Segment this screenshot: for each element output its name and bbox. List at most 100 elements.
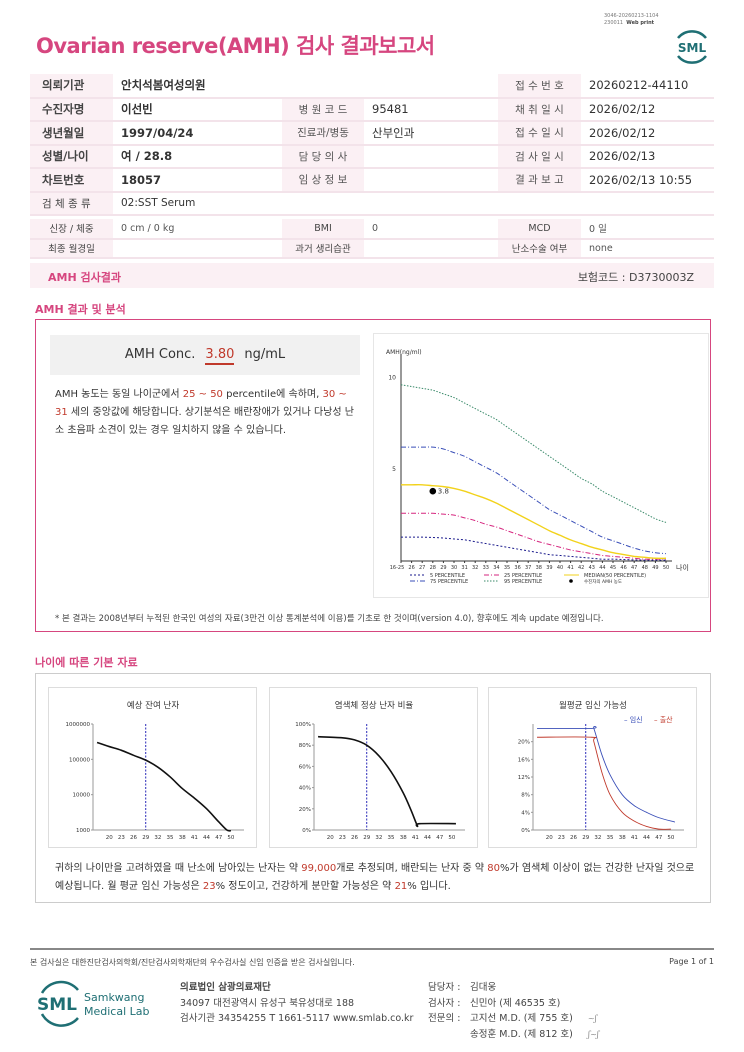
conc-value: 3.80 bbox=[205, 347, 235, 365]
amh-concentration: AMH Conc. 3.80 ng/mL bbox=[50, 335, 360, 375]
value-department: 산부인과 bbox=[364, 121, 498, 146]
x-tick-label: 32 bbox=[375, 835, 382, 841]
series-line bbox=[537, 726, 676, 823]
label-clinical-info: 임 상 정 보 bbox=[282, 168, 364, 193]
series-line-median-50-percentile- bbox=[401, 484, 667, 560]
y-tick-label: 10000 bbox=[73, 793, 91, 799]
staff-info: 담당자 : 김대웅 검사자 : 신민아 (제 46535 호) 전문의 : 고지선 M… bbox=[428, 980, 599, 1042]
series-line bbox=[537, 736, 671, 830]
y-tick-label: 60% bbox=[299, 764, 311, 770]
mini-chart-svg: 염색체 정상 난자 비율 0% 20% 40% 60% 80% 100% 20 23 26 29 32… bbox=[295, 700, 465, 841]
mini-chart-title: 예상 잔여 난자 bbox=[127, 700, 180, 711]
analysis-description: AMH 농도는 동일 나이군에서 25 ~ 50 percentile에 속하며… bbox=[55, 386, 355, 440]
x-tick-label: 26 bbox=[351, 835, 358, 841]
label-patient-name: 수진자명 bbox=[30, 97, 113, 122]
x-tick-label: 47 bbox=[436, 835, 443, 841]
x-tick-label: 38 bbox=[536, 565, 542, 571]
x-tick-label: 35 bbox=[167, 835, 174, 841]
x-tick-label: 26 bbox=[130, 835, 137, 841]
staff-name: 고지선 M.D. (제 755 호) bbox=[470, 1013, 573, 1024]
x-tick-label: 20 bbox=[546, 835, 553, 841]
analysis-footnote: * 본 결과는 2008년부터 누적된 한국인 여성의 자료(3만건 이상 통계… bbox=[55, 614, 604, 624]
staff-row: 검사자 : 신민아 (제 46535 호) bbox=[428, 996, 599, 1012]
x-tick-label: 26 bbox=[570, 835, 577, 841]
x-tick-label: 44 bbox=[643, 835, 650, 841]
legend-label: MEDIAN(50 PERCENTILE) bbox=[584, 573, 646, 579]
egg-count: 99,000 bbox=[301, 863, 337, 874]
x-tick-label: 29 bbox=[440, 565, 446, 571]
y-axis-label: AMH(ng/ml) bbox=[386, 349, 422, 356]
label-hospital-code: 병 원 코 드 bbox=[282, 97, 364, 122]
staff-row: 송정훈 M.D. (제 812 호) ʃ~ʃ bbox=[428, 1027, 599, 1043]
conc-unit: ng/mL bbox=[244, 347, 286, 362]
y-tick-label: 4% bbox=[521, 810, 530, 816]
mini-chart-svg: 월평균 임신 가능성 0% 4% 8% 12% 16% 20% 20 23 26 29 32 35 38 4… bbox=[518, 700, 684, 841]
mini-chart-title: 월평균 임신 가능성 bbox=[559, 700, 627, 711]
y-tick-label: 20% bbox=[518, 740, 530, 746]
table-row: 신장 / 체중 0 cm / 0 kg BMI 0 MCD 0 일 bbox=[30, 219, 714, 240]
value-specimen: 02:SST Serum bbox=[113, 191, 714, 216]
summary-text: % 정도이고, 건강하게 분만할 가능성은 약 bbox=[215, 881, 395, 892]
patient-label: 3.8 bbox=[438, 488, 449, 496]
value-collection-date: 2026/02/12 bbox=[581, 97, 714, 122]
amh-chart-svg: AMH(ng/ml) 5 10 16-25 26 27 28 29 30 31 32 33 34 35 36… bbox=[386, 349, 689, 585]
patient-point bbox=[429, 487, 437, 495]
x-tick-label: 49 bbox=[652, 565, 658, 571]
y-tick-label: 20% bbox=[299, 807, 311, 813]
certification-text: 본 검사실은 대한진단검사의학회/진단검사의학재단의 우수검사실 신임 인증을 … bbox=[30, 958, 355, 967]
value-doctor bbox=[364, 144, 498, 169]
value-test-date: 2026/02/13 bbox=[581, 144, 714, 169]
label-birth-date: 생년월일 bbox=[30, 121, 113, 146]
y-tick-label: 16% bbox=[518, 757, 530, 763]
y-tick-label: 10 bbox=[388, 374, 396, 381]
value-receipt-date: 2026/02/12 bbox=[581, 121, 714, 146]
series-line-75-percentile bbox=[401, 446, 667, 555]
value-bmi: 0 bbox=[364, 219, 498, 240]
label-specimen: 검 체 종 류 bbox=[30, 191, 113, 216]
y-tick-label: 80% bbox=[299, 743, 311, 749]
staff-row: 담당자 : 김대웅 bbox=[428, 980, 599, 996]
y-tick-label: 0% bbox=[302, 828, 311, 834]
x-tick-label: 47 bbox=[631, 565, 637, 571]
label-mcd: MCD bbox=[498, 219, 581, 240]
desc-text: 세의 중앙값에 해당합니다. 상기분석은 배란장애가 있거나 다낭성 난소 초음… bbox=[55, 407, 354, 436]
x-tick-label: 44 bbox=[203, 835, 210, 841]
table-row: 수진자명 이선빈 병 원 코 드 95481 채 취 일 시 2026/02/1… bbox=[30, 97, 714, 122]
mini-chart-title: 염색체 정상 난자 비율 bbox=[335, 700, 414, 711]
org-name: 의료법인 삼광의료재단 bbox=[180, 982, 271, 993]
x-tick-label: 40 bbox=[557, 565, 563, 571]
x-tick-label: 41 bbox=[567, 565, 573, 571]
table-row: 성별/나이 여 / 28.8 담 당 의 사 검 사 일 시 2026/02/1… bbox=[30, 144, 714, 169]
x-tick-label: 29 bbox=[363, 835, 370, 841]
x-tick-label: 26 bbox=[408, 565, 414, 571]
mini-chart-svg: 예상 잔여 난자 1000 10000 100000 1000000 20 23 26 29 32… bbox=[66, 700, 244, 841]
label-requester: 의뢰기관 bbox=[30, 74, 113, 99]
x-tick-label: 45 bbox=[610, 565, 616, 571]
logo-name1: Samkwang bbox=[84, 991, 145, 1004]
pregnancy-chance-chart: 월평균 임신 가능성 0% 4% 8% 12% 16% 20% 20 23 26 29 32 35 38 4… bbox=[488, 687, 697, 848]
table-row: 생년월일 1997/04/24 진료과/병동 산부인과 접 수 일 시 2026… bbox=[30, 121, 714, 146]
org-info: 의료법인 삼광의료재단 34097 대전광역시 유성구 북유성대로 188 검사… bbox=[180, 980, 413, 1027]
percentile-low: 25 bbox=[182, 389, 196, 400]
x-tick-label: 23 bbox=[558, 835, 565, 841]
basic-data-box bbox=[35, 673, 711, 903]
label-last-menstruation: 최종 월경일 bbox=[30, 238, 113, 259]
desc-tilde: ~ bbox=[335, 389, 347, 400]
legend-label: 수진자의 AMH 농도 bbox=[584, 578, 622, 585]
series-line-25-percentile bbox=[401, 512, 666, 560]
value-birth-date: 1997/04/24 bbox=[113, 121, 282, 146]
x-tick-label: 20 bbox=[327, 835, 334, 841]
summary-text: %가 염색체 이상이 없는 건강한 난자일 것으로 예상됩니다. 월 평균 임신… bbox=[55, 863, 695, 892]
value-mcd: 0 일 bbox=[581, 219, 714, 240]
birth-rate: 21 bbox=[394, 881, 408, 892]
series-line-5-percentile bbox=[401, 536, 666, 561]
amh-percentile-chart: AMH(ng/ml) 5 10 16-25 26 27 28 29 30 31 32 33 34 35 36… bbox=[373, 333, 709, 598]
series-line bbox=[96, 741, 232, 832]
age-high: 31 bbox=[55, 407, 68, 418]
pregnancy-rate: 23 bbox=[202, 881, 216, 892]
label-collection-date: 채 취 일 시 bbox=[498, 97, 581, 122]
normal-egg-ratio-chart: 염색체 정상 난자 비율 0% 20% 40% 60% 80% 100% 20 23 26 29 32… bbox=[269, 687, 478, 848]
x-tick-label: 41 bbox=[631, 835, 638, 841]
x-tick-label: 32 bbox=[154, 835, 161, 841]
x-tick-label: 35 bbox=[388, 835, 395, 841]
